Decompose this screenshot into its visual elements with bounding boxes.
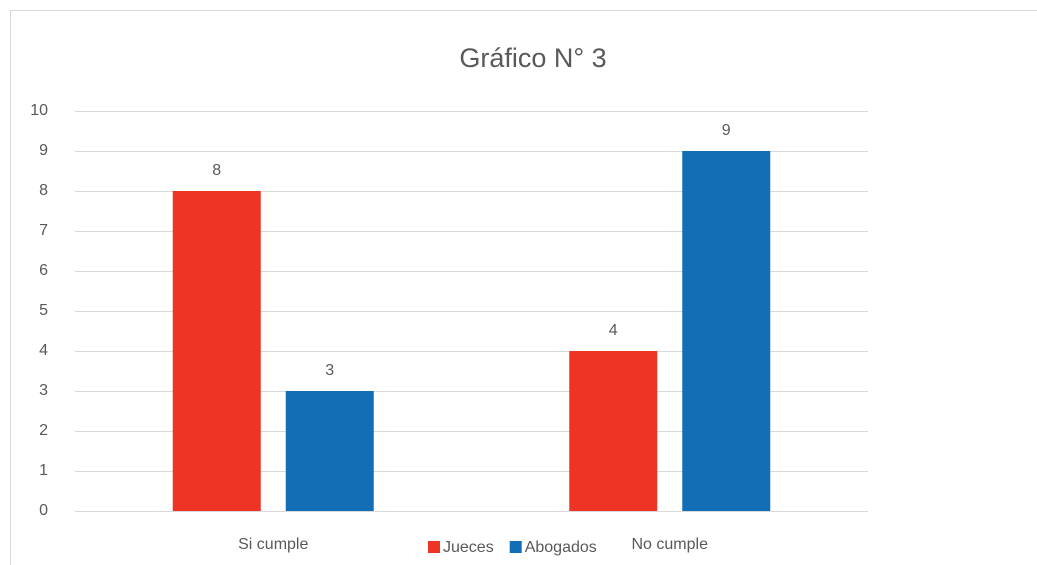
y-tick-label: 0 — [39, 502, 48, 519]
y-tick-label: 6 — [39, 262, 48, 279]
y-tick-label: 3 — [39, 382, 48, 399]
bar — [285, 391, 374, 511]
y-tick-label: 4 — [39, 342, 48, 359]
chart-border — [10, 10, 1037, 565]
x-tick-label: No cumple — [632, 536, 709, 553]
y-tick-label: 5 — [39, 302, 48, 319]
y-tick-label: 7 — [39, 222, 48, 239]
legend-swatch — [509, 541, 522, 553]
chart-title: Gráfico N° 3 — [459, 43, 606, 73]
data-label: 8 — [212, 162, 221, 179]
legend-label: Jueces — [443, 539, 494, 556]
y-tick-label: 2 — [39, 422, 48, 439]
y-tick-label: 9 — [39, 142, 48, 159]
y-tick-label: 1 — [39, 462, 48, 479]
bar — [569, 351, 658, 511]
data-label: 9 — [722, 122, 731, 139]
y-tick-label: 8 — [39, 182, 48, 199]
data-label: 3 — [325, 362, 334, 379]
x-tick-label: Si cumple — [238, 536, 308, 553]
bar — [172, 191, 261, 511]
y-tick-label: 10 — [30, 102, 48, 119]
data-label: 4 — [609, 322, 618, 339]
bar — [682, 151, 771, 511]
legend-label: Abogados — [525, 539, 597, 556]
legend-swatch — [428, 541, 440, 553]
